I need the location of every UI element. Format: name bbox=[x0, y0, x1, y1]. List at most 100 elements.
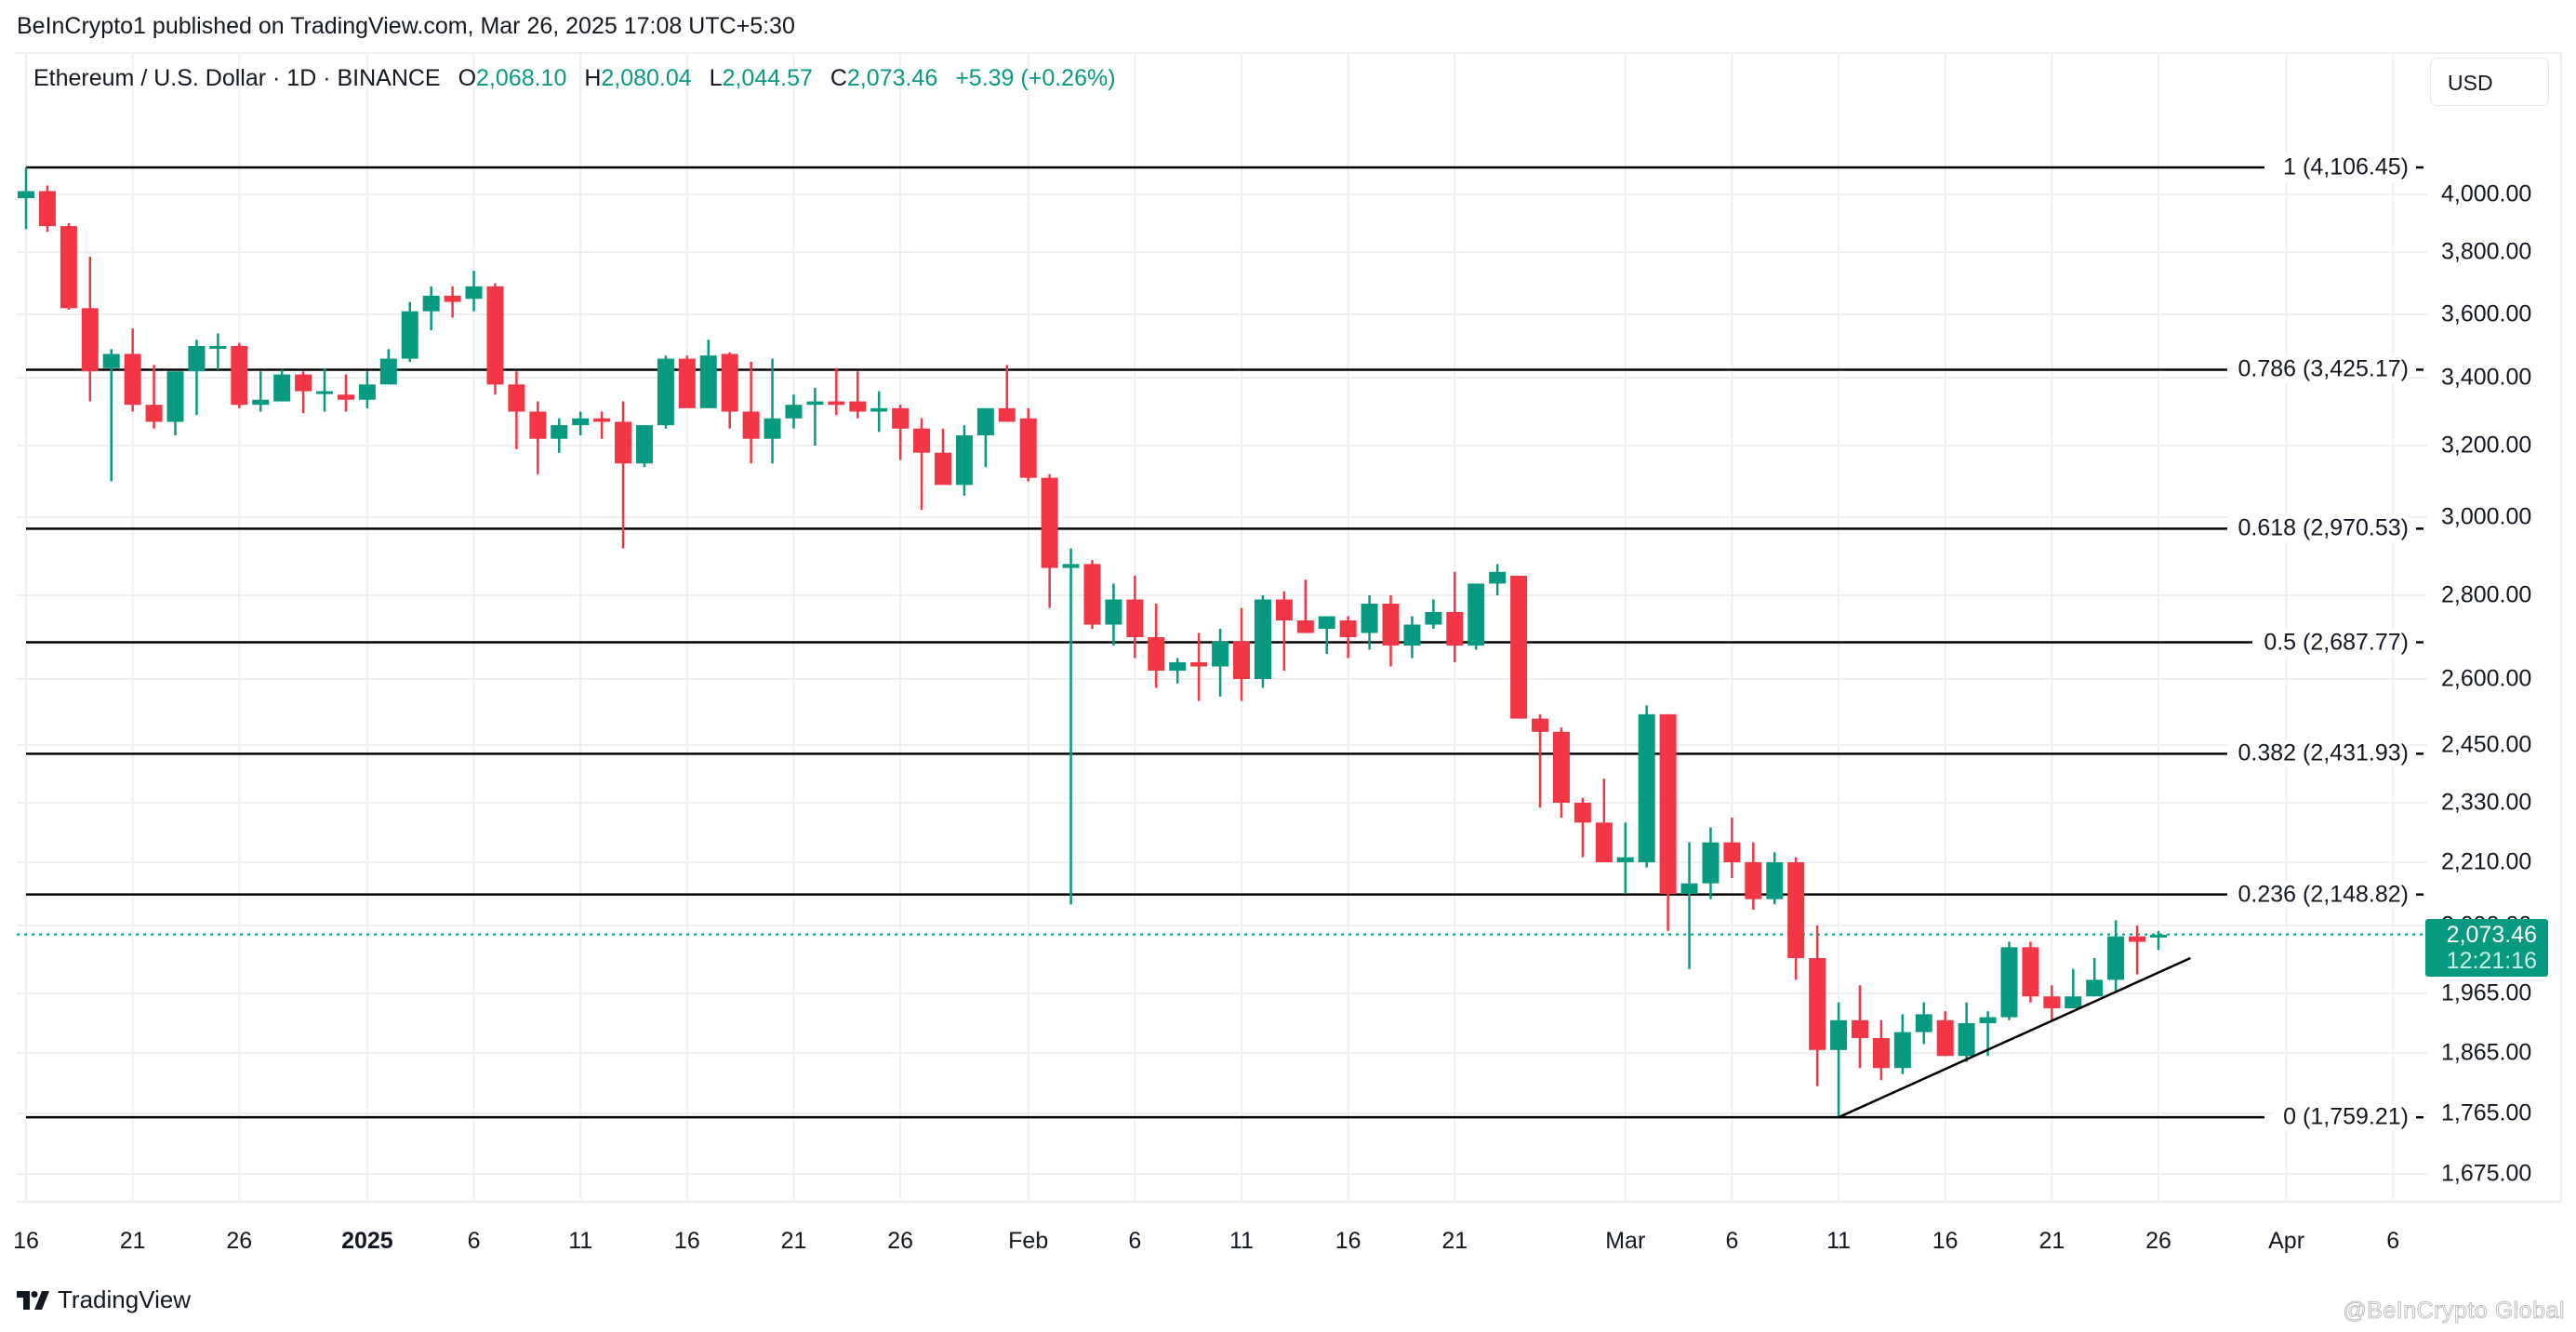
candle-down[interactable] bbox=[615, 421, 632, 464]
candle-down[interactable] bbox=[1745, 862, 1762, 899]
candle-down[interactable] bbox=[742, 411, 760, 439]
candle-up[interactable] bbox=[1830, 1019, 1848, 1050]
candle-up[interactable] bbox=[1766, 862, 1784, 899]
candle-up[interactable] bbox=[1467, 583, 1485, 646]
candle-up[interactable] bbox=[465, 286, 483, 300]
candle-down[interactable] bbox=[145, 405, 163, 422]
candle-down[interactable] bbox=[529, 411, 547, 439]
candle-up[interactable] bbox=[18, 191, 34, 199]
currency-button[interactable]: USD bbox=[2430, 58, 2549, 106]
candle-down[interactable] bbox=[1296, 620, 1314, 633]
candle-up[interactable] bbox=[166, 371, 184, 422]
candle-up[interactable] bbox=[1425, 612, 1442, 625]
candle-down[interactable] bbox=[1573, 803, 1591, 823]
candle-down[interactable] bbox=[593, 418, 611, 422]
candle-up[interactable] bbox=[379, 358, 397, 385]
candle-down[interactable] bbox=[2022, 947, 2039, 997]
candle-down[interactable] bbox=[231, 346, 248, 406]
candle-down[interactable] bbox=[486, 286, 504, 385]
candle-down[interactable] bbox=[1510, 576, 1528, 719]
candle-down[interactable] bbox=[81, 308, 99, 372]
candle-down[interactable] bbox=[60, 226, 77, 309]
candle-down[interactable] bbox=[1936, 1019, 1954, 1057]
candle-down[interactable] bbox=[1275, 599, 1293, 621]
candle-up[interactable] bbox=[2000, 947, 2018, 1018]
candle-up[interactable] bbox=[358, 384, 376, 400]
candle-down[interactable] bbox=[2129, 936, 2146, 942]
candle-down[interactable] bbox=[508, 384, 525, 412]
ascending-trendline[interactable] bbox=[1838, 956, 2191, 1119]
candle-down[interactable] bbox=[1233, 641, 1251, 680]
candle-up[interactable] bbox=[1893, 1032, 1911, 1069]
candle-up[interactable] bbox=[1212, 641, 1229, 667]
candle-down[interactable] bbox=[124, 353, 141, 406]
candle-down[interactable] bbox=[1659, 713, 1677, 894]
candle-down[interactable] bbox=[934, 452, 951, 486]
candle-up[interactable] bbox=[785, 405, 803, 419]
candle-down[interactable] bbox=[1872, 1038, 1890, 1069]
candle-down[interactable] bbox=[678, 358, 696, 408]
candle-down[interactable] bbox=[1446, 612, 1464, 646]
candle-down[interactable] bbox=[1339, 620, 1357, 637]
candle-up[interactable] bbox=[699, 355, 717, 408]
candle-up[interactable] bbox=[1361, 604, 1378, 633]
candle-down[interactable] bbox=[721, 353, 738, 412]
candle-down[interactable] bbox=[1787, 862, 1805, 959]
candle-down[interactable] bbox=[1126, 599, 1144, 638]
candle-down[interactable] bbox=[1019, 418, 1037, 478]
candle-down[interactable] bbox=[38, 191, 56, 227]
candle-up[interactable] bbox=[2065, 996, 2082, 1008]
candle-up[interactable] bbox=[1680, 883, 1698, 894]
candle-up[interactable] bbox=[1062, 564, 1080, 568]
candle-up[interactable] bbox=[764, 418, 781, 439]
candle-up[interactable] bbox=[1702, 842, 1720, 884]
tradingview-logo[interactable]: TradingView bbox=[17, 1285, 191, 1314]
candle-up[interactable] bbox=[401, 311, 418, 359]
candle-up[interactable] bbox=[551, 425, 568, 439]
candle-up[interactable] bbox=[1403, 624, 1421, 646]
candle-up[interactable] bbox=[1958, 1023, 1975, 1057]
candle-down[interactable] bbox=[892, 407, 910, 429]
candle-up[interactable] bbox=[2086, 979, 2104, 997]
candle-up[interactable] bbox=[316, 391, 334, 394]
candle-up[interactable] bbox=[1489, 571, 1507, 584]
candle-up[interactable] bbox=[1979, 1017, 1997, 1023]
candle-up[interactable] bbox=[955, 435, 973, 486]
candle-down[interactable] bbox=[1851, 1019, 1868, 1038]
candle-up[interactable] bbox=[1638, 713, 1655, 862]
candle-up[interactable] bbox=[635, 425, 653, 464]
candle-down[interactable] bbox=[1148, 637, 1165, 671]
candle-down[interactable] bbox=[1595, 822, 1613, 862]
candle-up[interactable] bbox=[1915, 1014, 1932, 1032]
candle-down[interactable] bbox=[1041, 477, 1058, 568]
candle-down[interactable] bbox=[2043, 996, 2061, 1008]
candle-up[interactable] bbox=[422, 295, 440, 312]
candle-down[interactable] bbox=[913, 428, 931, 453]
candle-up[interactable] bbox=[1616, 857, 1634, 862]
candle-up[interactable] bbox=[1254, 599, 1271, 680]
candle-down[interactable] bbox=[1382, 604, 1400, 646]
candle-down[interactable] bbox=[1532, 718, 1549, 732]
candle-up[interactable] bbox=[657, 358, 674, 426]
candle-up[interactable] bbox=[870, 407, 888, 412]
candle-down[interactable] bbox=[1083, 564, 1101, 625]
candle-up[interactable] bbox=[188, 346, 206, 372]
candle-down[interactable] bbox=[1190, 662, 1208, 667]
candle-up[interactable] bbox=[1105, 599, 1122, 625]
candle-down[interactable] bbox=[1723, 842, 1741, 862]
candle-up[interactable] bbox=[252, 399, 270, 406]
candle-down[interactable] bbox=[1552, 731, 1570, 803]
candle-down[interactable] bbox=[849, 401, 867, 412]
candle-down[interactable] bbox=[1809, 958, 1826, 1050]
candle-down[interactable] bbox=[337, 394, 354, 400]
candle-up[interactable] bbox=[2107, 936, 2125, 980]
candle-up[interactable] bbox=[209, 346, 227, 349]
candle-down[interactable] bbox=[444, 295, 461, 302]
candle-up[interactable] bbox=[806, 401, 824, 406]
candle-down[interactable] bbox=[828, 401, 845, 406]
candle-up[interactable] bbox=[102, 353, 120, 368]
candle-up[interactable] bbox=[1318, 616, 1335, 630]
candle-down[interactable] bbox=[295, 374, 312, 392]
candle-up[interactable] bbox=[572, 418, 590, 426]
